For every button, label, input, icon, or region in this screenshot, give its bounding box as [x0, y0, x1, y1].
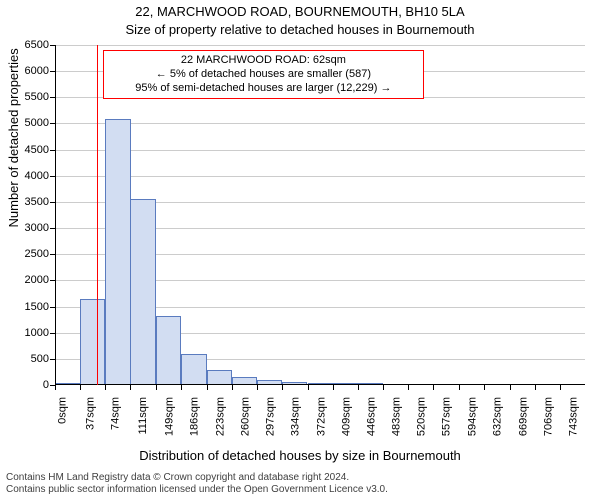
xtick-label: 743sqm	[567, 397, 579, 436]
xtick-label: 669sqm	[517, 397, 529, 436]
xtick-label: 409sqm	[340, 397, 352, 436]
xtick-mark	[80, 385, 81, 390]
ytick-label: 1500	[25, 301, 49, 313]
ytick-label: 6000	[25, 65, 49, 77]
annotation-line-2: ← 5% of detached houses are smaller (587…	[110, 68, 417, 82]
xtick-label: 446sqm	[366, 397, 378, 436]
axis-bottom	[55, 384, 585, 385]
xtick-label: 372sqm	[315, 397, 327, 436]
xtick-mark	[510, 385, 511, 390]
histogram-bar	[80, 299, 105, 385]
xtick-mark	[408, 385, 409, 390]
xtick-mark	[535, 385, 536, 390]
ytick-label: 3000	[25, 222, 49, 234]
xtick-mark	[181, 385, 182, 390]
histogram-plot: 0500100015002000250030003500400045005000…	[55, 45, 585, 385]
xtick-label: 111sqm	[137, 397, 149, 435]
xtick-label: 483sqm	[391, 397, 403, 436]
xtick-label: 706sqm	[542, 397, 554, 436]
annotation-box: 22 MARCHWOOD ROAD: 62sqm← 5% of detached…	[103, 50, 424, 99]
xtick-label: 260sqm	[239, 397, 251, 436]
page-title: 22, MARCHWOOD ROAD, BOURNEMOUTH, BH10 5L…	[0, 4, 600, 19]
xtick-label: 334sqm	[290, 397, 302, 436]
ytick-label: 4000	[25, 170, 49, 182]
y-axis-label: Number of detached properties	[6, 48, 21, 227]
gridline	[55, 45, 585, 46]
ytick-label: 0	[43, 379, 49, 391]
histogram-bar	[181, 354, 206, 385]
xtick-label: 223sqm	[214, 397, 226, 436]
ytick-label: 5500	[25, 91, 49, 103]
xtick-mark	[55, 385, 56, 390]
xtick-mark	[308, 385, 309, 390]
footer-text: Contains HM Land Registry data © Crown c…	[6, 472, 388, 496]
annotation-line-1: 22 MARCHWOOD ROAD: 62sqm	[110, 54, 417, 68]
histogram-bar	[105, 119, 130, 385]
ytick-label: 2500	[25, 248, 49, 260]
xtick-mark	[560, 385, 561, 390]
gridline	[55, 176, 585, 177]
ytick-label: 2000	[25, 274, 49, 286]
xtick-label: 557sqm	[441, 397, 453, 436]
page-subtitle: Size of property relative to detached ho…	[0, 22, 600, 37]
property-marker-line	[97, 45, 98, 385]
xtick-mark	[232, 385, 233, 390]
xtick-mark	[257, 385, 258, 390]
ytick-label: 1000	[25, 327, 49, 339]
axis-left	[55, 45, 56, 385]
xtick-mark	[358, 385, 359, 390]
ytick-label: 4500	[25, 144, 49, 156]
ytick-label: 5000	[25, 117, 49, 129]
histogram-bar	[156, 316, 181, 385]
histogram-bar	[130, 199, 155, 385]
ytick-label: 6500	[25, 39, 49, 51]
xtick-label: 520sqm	[416, 397, 428, 436]
xtick-mark	[105, 385, 106, 390]
x-axis-label: Distribution of detached houses by size …	[0, 448, 600, 463]
xtick-mark	[207, 385, 208, 390]
xtick-mark	[459, 385, 460, 390]
xtick-mark	[433, 385, 434, 390]
xtick-mark	[282, 385, 283, 390]
xtick-label: 0sqm	[56, 397, 68, 424]
xtick-mark	[484, 385, 485, 390]
xtick-mark	[333, 385, 334, 390]
annotation-line-3: 95% of semi-detached houses are larger (…	[110, 82, 417, 96]
ytick-label: 3500	[25, 196, 49, 208]
xtick-label: 632sqm	[492, 397, 504, 436]
xtick-label: 74sqm	[110, 397, 122, 430]
ytick-label: 500	[31, 353, 49, 365]
histogram-bar	[207, 370, 232, 385]
gridline	[55, 150, 585, 151]
xtick-label: 37sqm	[85, 397, 97, 430]
xtick-label: 186sqm	[189, 397, 201, 436]
xtick-label: 297sqm	[264, 397, 276, 436]
xtick-mark	[383, 385, 384, 390]
gridline	[55, 123, 585, 124]
xtick-mark	[130, 385, 131, 390]
footer-line-2: Contains public sector information licen…	[6, 484, 388, 496]
footer-line-1: Contains HM Land Registry data © Crown c…	[6, 472, 388, 484]
xtick-label: 594sqm	[466, 397, 478, 436]
xtick-mark	[156, 385, 157, 390]
xtick-label: 149sqm	[164, 397, 176, 436]
